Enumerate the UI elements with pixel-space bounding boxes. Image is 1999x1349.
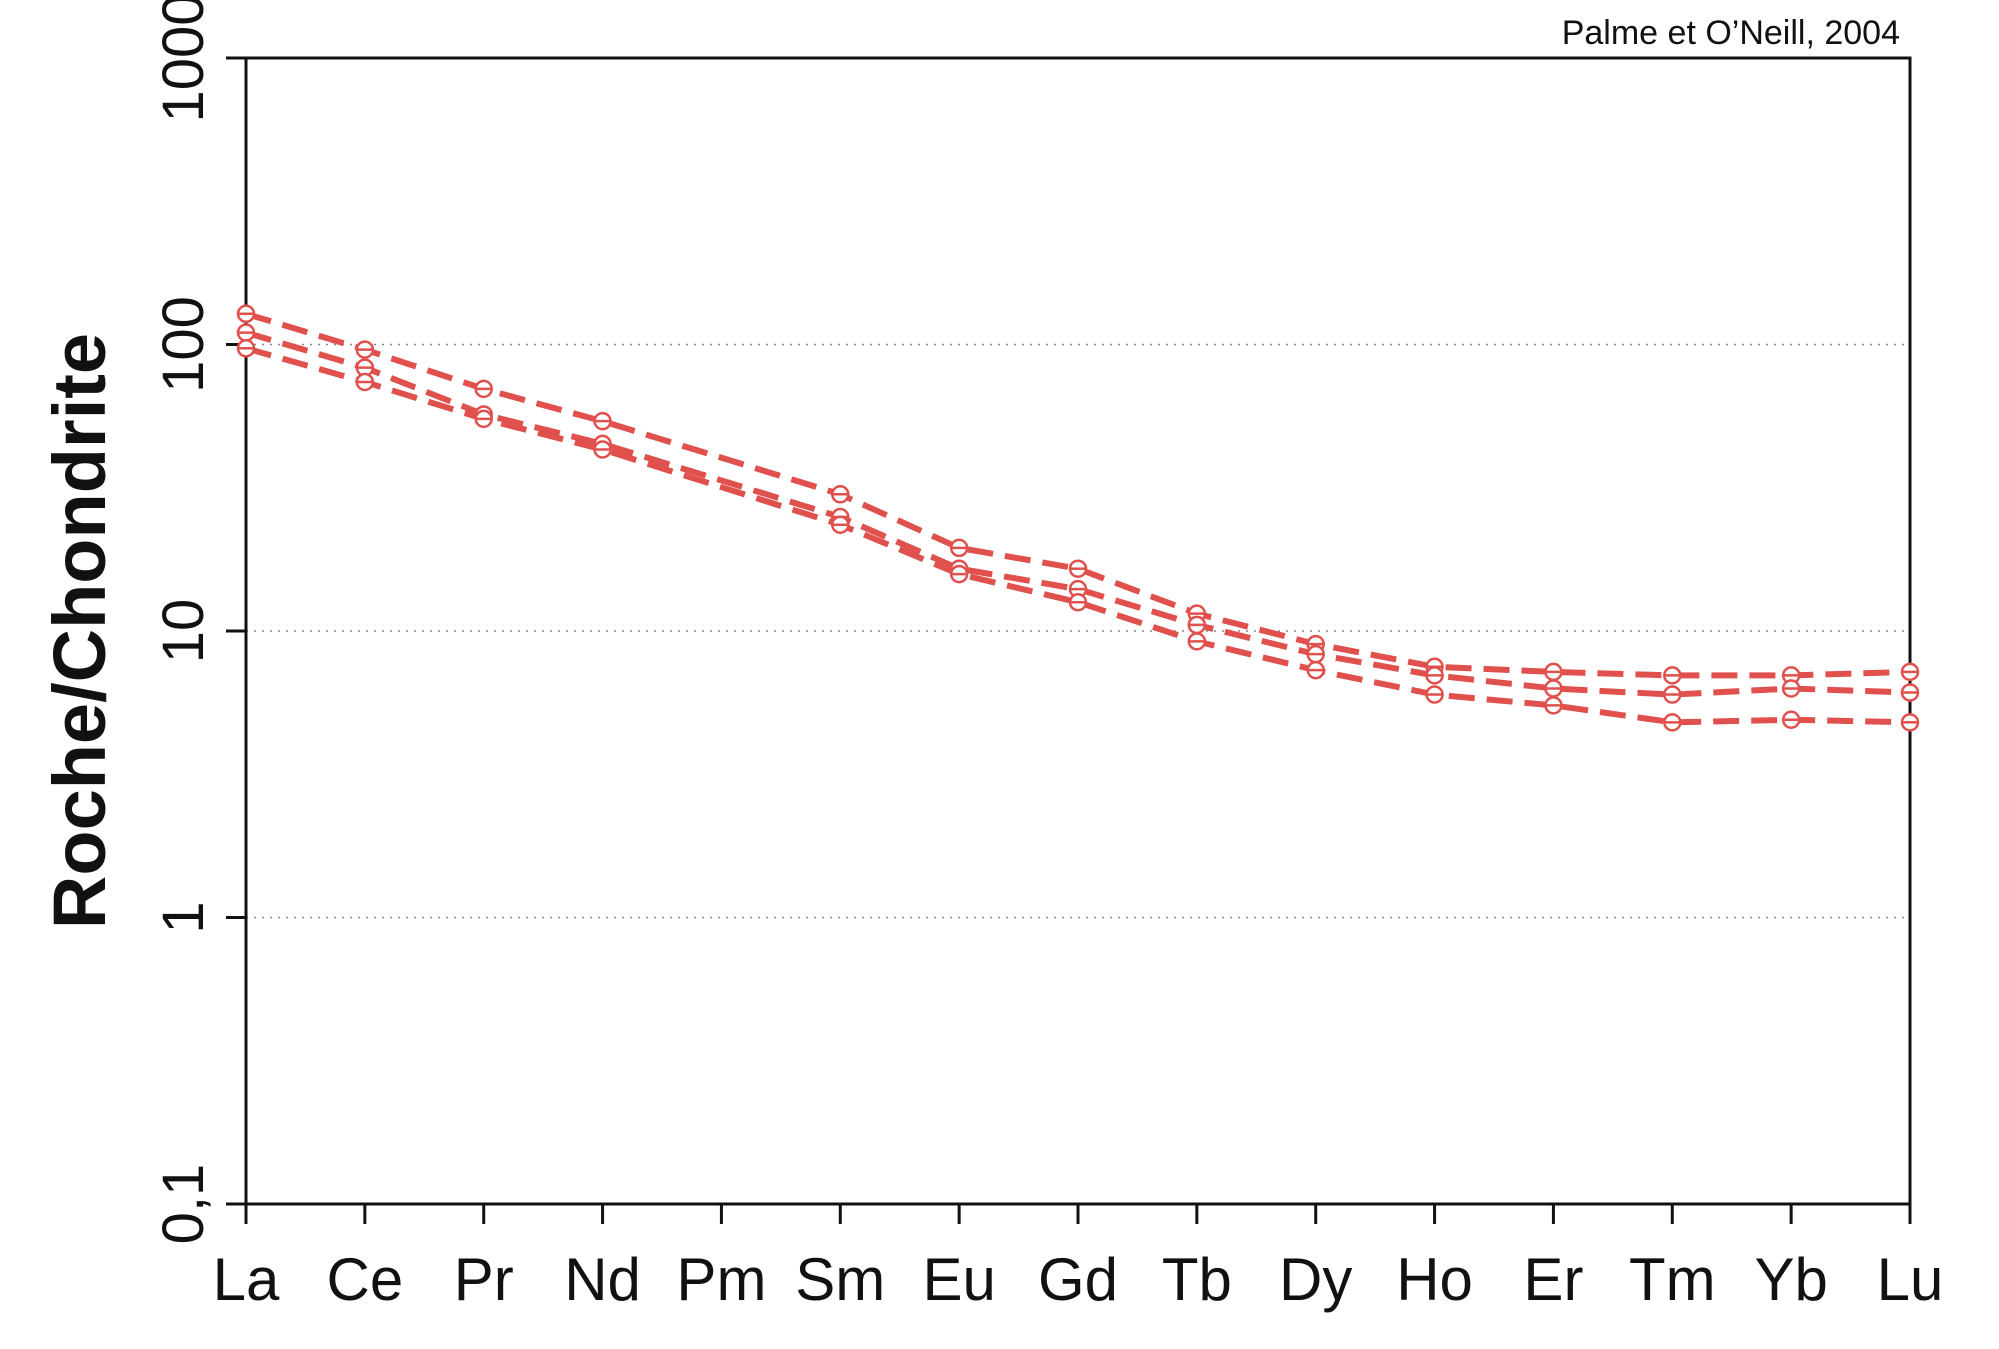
x-axis: La Ce Pr Nd Pm Sm Eu Gd Tb Dy Ho Er Tm Yb Lu [213, 1204, 1944, 1313]
x-tick-label: Lu [1877, 1246, 1944, 1313]
y-tick-label: 100 [151, 296, 216, 393]
data-series [236, 339, 1920, 732]
data-series [236, 304, 1920, 685]
grid-lines [246, 343, 1910, 919]
y-tick-label: 1 [151, 901, 216, 933]
x-tick-label: Sm [795, 1246, 885, 1313]
x-tick-label: Dy [1279, 1246, 1352, 1313]
series-group [236, 304, 1920, 732]
series-line [245, 345, 1911, 726]
y-tick-label: 1000 [151, 0, 216, 123]
data-series [236, 323, 1920, 704]
series-line [245, 329, 1911, 698]
x-tick-label: Pr [454, 1246, 514, 1313]
source-note: Palme et O’Neill, 2004 [1562, 14, 1900, 52]
x-tick-label: Ce [327, 1246, 404, 1313]
x-tick-label: Gd [1038, 1246, 1118, 1313]
y-tick-label: 0,1 [151, 1164, 216, 1245]
x-tick-label: Tm [1629, 1246, 1716, 1313]
series-line [245, 310, 1911, 679]
x-tick-label: Tb [1162, 1246, 1232, 1313]
x-tick-label: La [213, 1246, 280, 1313]
x-tick-label: Pm [676, 1246, 766, 1313]
y-tick-label: 10 [151, 599, 216, 664]
y-axis: 0,1 1 10 100 1000 [151, 0, 246, 1244]
x-tick-label: Er [1523, 1246, 1583, 1313]
x-tick-label: Yb [1754, 1246, 1827, 1313]
x-tick-label: Eu [922, 1246, 995, 1313]
x-tick-label: Ho [1396, 1246, 1473, 1313]
x-tick-label: Nd [564, 1246, 641, 1313]
y-axis-label: Roche/Chondrite [38, 333, 121, 929]
